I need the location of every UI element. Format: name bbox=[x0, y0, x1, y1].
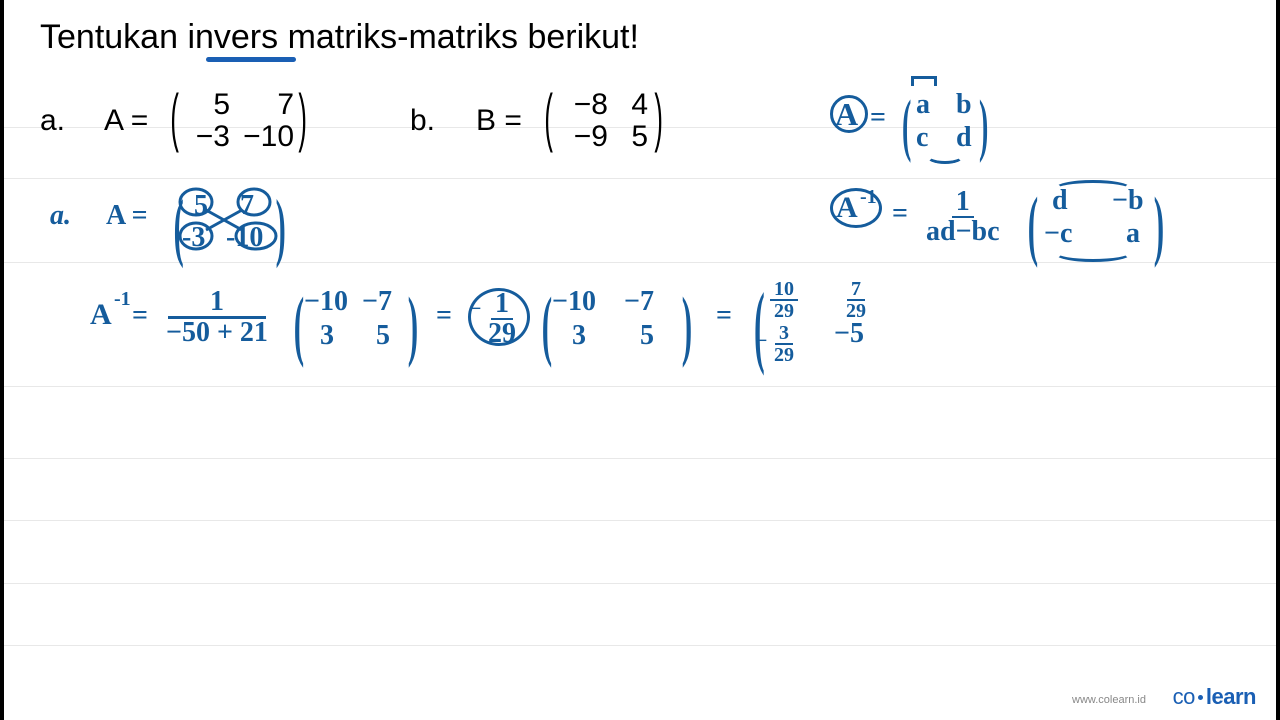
problem-b-label: b. bbox=[410, 104, 435, 138]
paren-left-icon: ( bbox=[1028, 180, 1038, 270]
matrix-a-22: −10 bbox=[242, 120, 294, 154]
step1-m11: −10 bbox=[304, 286, 348, 318]
eq-sign: = bbox=[716, 300, 732, 332]
watermark-text: www.colearn.id bbox=[1072, 694, 1146, 706]
step2-neg: − bbox=[470, 298, 481, 321]
formula-inv-lhs: A bbox=[836, 191, 858, 225]
formula-a: a bbox=[916, 89, 930, 121]
arc-annotation bbox=[1054, 244, 1132, 262]
matrix-b-21: −9 bbox=[560, 120, 608, 154]
paren-right-icon: ) bbox=[654, 80, 663, 154]
paren-right-icon: ) bbox=[1154, 180, 1164, 270]
formula-frac: 1 ad−bc bbox=[922, 186, 1004, 246]
frac-den: ad−bc bbox=[922, 218, 1004, 246]
frac-num: 1 bbox=[168, 288, 266, 319]
logo-dot-icon bbox=[1198, 695, 1203, 700]
arc-annotation bbox=[1054, 180, 1132, 198]
eq-sign: = bbox=[892, 198, 908, 230]
matrix-b-12: 4 bbox=[618, 88, 648, 122]
problem-a-var: A = bbox=[104, 104, 148, 138]
ruled-line bbox=[4, 583, 1276, 584]
formula-b: b bbox=[956, 89, 972, 121]
ruled-line bbox=[4, 645, 1276, 646]
result-21: 329 bbox=[770, 322, 798, 365]
step2-m12: −7 bbox=[624, 286, 654, 318]
frac-den: −50 + 21 bbox=[162, 319, 272, 347]
formula-d: d bbox=[956, 122, 972, 154]
logo-co: co bbox=[1173, 684, 1195, 709]
cross-annotation bbox=[176, 186, 286, 256]
paren-left-icon: ( bbox=[754, 272, 765, 378]
question-title: Tentukan invers matriks-matriks berikut! bbox=[40, 18, 639, 57]
formula-a: a bbox=[1126, 218, 1140, 250]
paren-left-icon: ( bbox=[542, 280, 552, 370]
matrix-b-11: −8 bbox=[560, 88, 608, 122]
formula-c: c bbox=[916, 122, 928, 154]
brand-logo: colearn bbox=[1173, 684, 1256, 710]
matrix-a-11: 5 bbox=[194, 88, 230, 122]
ruled-line bbox=[4, 520, 1276, 521]
result-21-neg: − bbox=[756, 330, 767, 353]
problem-b-var: B = bbox=[476, 104, 522, 138]
frac-den: 29 bbox=[484, 320, 520, 348]
step2-m22: 5 bbox=[640, 320, 654, 352]
step1-frac: 1 −50 + 21 bbox=[162, 286, 272, 347]
result-12: 729 bbox=[842, 278, 870, 321]
paren-left-icon: ( bbox=[902, 86, 911, 166]
problem-a-label: a. bbox=[40, 104, 65, 138]
paren-right-icon: ) bbox=[408, 280, 418, 370]
ruled-line bbox=[4, 178, 1276, 179]
frac-num: 1 bbox=[952, 188, 974, 218]
logo-learn: learn bbox=[1206, 684, 1256, 709]
paren-right-icon: ) bbox=[682, 280, 692, 370]
paren-right-icon: ) bbox=[298, 80, 307, 154]
step1-m12: −7 bbox=[362, 286, 392, 318]
matrix-b-22: 5 bbox=[618, 120, 648, 154]
work-inv-sup: -1 bbox=[114, 288, 131, 311]
step2-m21: 3 bbox=[572, 320, 586, 352]
arc-annotation bbox=[926, 148, 964, 164]
matrix-a-12: 7 bbox=[242, 88, 294, 122]
eq-sign: = bbox=[132, 300, 148, 332]
result-22: −5 bbox=[834, 318, 864, 350]
formula-inv-sup: -1 bbox=[860, 186, 877, 209]
work-a-label: a. bbox=[50, 200, 71, 232]
ruled-line bbox=[4, 386, 1276, 387]
matrix-a-21: −3 bbox=[182, 120, 230, 154]
paren-right-icon: ) bbox=[979, 86, 988, 166]
ruled-line bbox=[4, 458, 1276, 459]
step1-m22: 5 bbox=[376, 320, 390, 352]
formula-lhs: A bbox=[835, 96, 858, 133]
paren-left-icon: ( bbox=[170, 80, 179, 154]
ruled-line bbox=[4, 262, 1276, 263]
bracket-annotation bbox=[911, 76, 937, 86]
work-a-var: A = bbox=[106, 200, 148, 232]
eq-sign: = bbox=[436, 300, 452, 332]
paren-left-icon: ( bbox=[294, 280, 304, 370]
result-11: 1029 bbox=[770, 278, 798, 321]
frac-num: 1 bbox=[491, 290, 513, 320]
paren-left-icon: ( bbox=[544, 80, 553, 154]
step1-m21: 3 bbox=[320, 320, 334, 352]
step2-frac: 1 29 bbox=[484, 288, 520, 348]
underline-annotation bbox=[206, 57, 296, 62]
eq-sign: = bbox=[870, 102, 886, 134]
work-inv-lhs: A bbox=[90, 298, 112, 332]
step2-m11: −10 bbox=[552, 286, 596, 318]
